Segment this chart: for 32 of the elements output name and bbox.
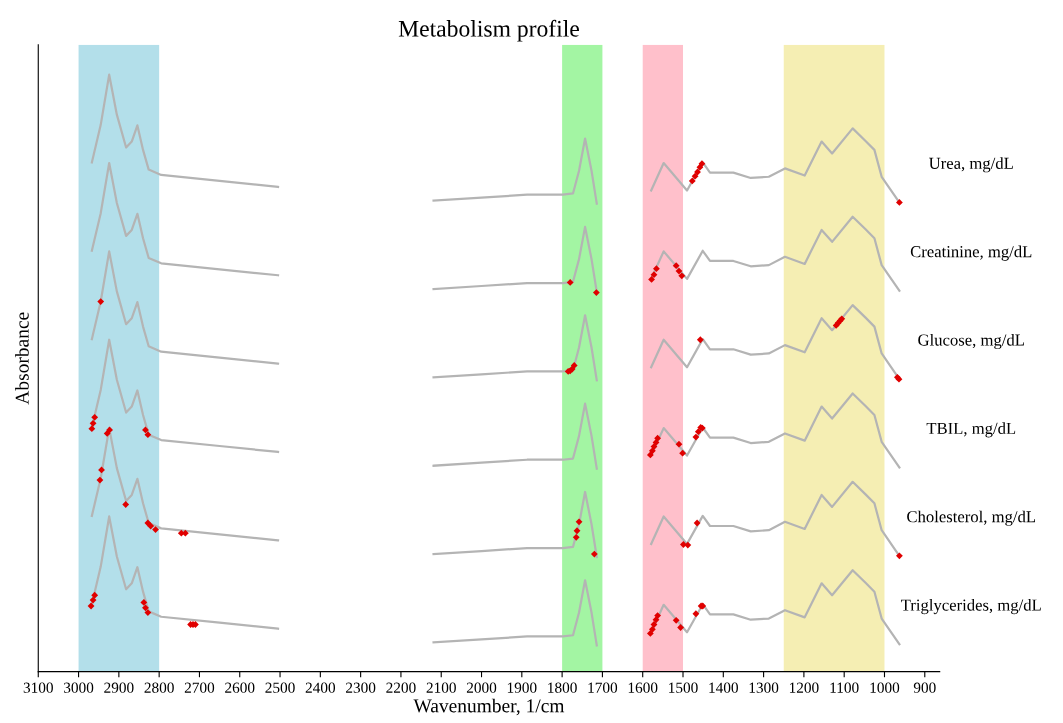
x-tick-label: 2100 (426, 682, 456, 693)
x-tick-label: 1300 (749, 682, 779, 693)
text: TBIL, mg/dL (926, 422, 1016, 438)
x-tick-label: 2000 (466, 682, 497, 693)
x-tick-label: 2400 (305, 682, 336, 693)
x-tick-label: 2500 (265, 682, 295, 693)
text: Urea, mg/dL (929, 157, 1013, 173)
y-axis-title: Absorbance (15, 312, 29, 405)
x-tick-label: 1100 (830, 682, 859, 693)
series-label: Glucose, mg/dL (918, 333, 1024, 350)
x-tick-label: 2900 (104, 682, 134, 693)
series-label: Triglycerides, mg/dL (901, 598, 1041, 615)
x-tick-label: 1200 (789, 682, 819, 693)
x-tick-label: 2700 (184, 682, 215, 693)
x-tick-label: 1400 (709, 682, 738, 693)
x-tick-label: 2300 (346, 682, 376, 693)
series-label: Creatinine, mg/dL (910, 245, 1032, 261)
x-tick-label: 1700 (588, 682, 618, 693)
x-tick-label: 3000 (64, 682, 94, 693)
x-tick-label: 3100 (23, 682, 53, 693)
x-tick-label: 2600 (225, 682, 255, 693)
chart-title: Metabolism profile (398, 19, 579, 42)
x-tick-label: 1800 (548, 682, 577, 693)
x-tick-label: 1000 (870, 682, 900, 693)
x-tick-label: 1600 (628, 682, 658, 693)
x-tick-label: 1900 (507, 682, 537, 693)
x-axis-title: Wavenumber, 1/cm (413, 698, 565, 716)
x-tick-label: 900 (913, 682, 936, 693)
series-label: Cholesterol, mg/dL (907, 510, 1036, 526)
x-tick-label: 2200 (386, 682, 416, 693)
x-tick-label: 1500 (669, 682, 698, 693)
x-tick-label: 2800 (144, 682, 174, 693)
